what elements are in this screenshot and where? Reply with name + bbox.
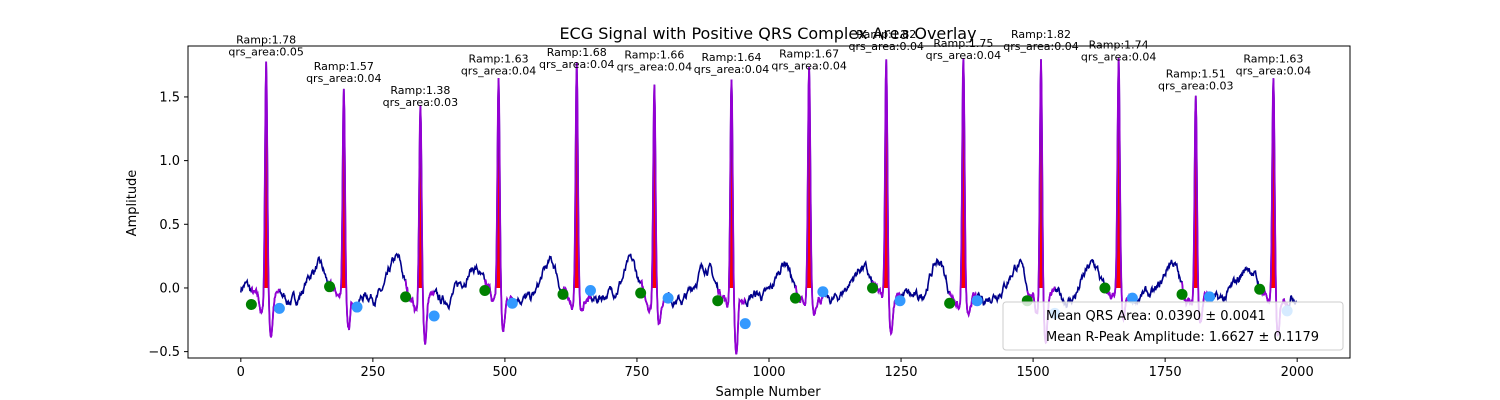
q-point-marker (712, 295, 724, 307)
s-point-marker (428, 310, 440, 322)
r-peak-amplitude-label: Ramp:1.82 (1011, 28, 1071, 41)
qrs-area-label: qrs_area:0.04 (849, 40, 924, 53)
x-tick-label: 750 (625, 365, 650, 380)
qrs-area-label: qrs_area:0.04 (539, 58, 614, 71)
x-axis-ticks: 0 250 500 750 1000 1250 1500 1750 2000 (237, 358, 1314, 380)
x-tick-label: 2000 (1281, 365, 1314, 380)
r-peak-amplitude-label: Ramp:1.63 (469, 52, 529, 65)
s-point-marker (971, 295, 983, 307)
y-tick-label: 1.0 (159, 154, 180, 169)
qrs-area-label: qrs_area:0.05 (228, 45, 303, 58)
r-peak-amplitude-label: Ramp:1.74 (1089, 38, 1149, 51)
qrs-area-label: qrs_area:0.04 (306, 72, 381, 85)
legend-entry-mean-qrs-area: Mean QRS Area: 0.0390 ± 0.0041 (1046, 309, 1266, 324)
x-tick-label: 250 (360, 365, 385, 380)
q-point-marker (944, 297, 956, 309)
x-tick-label: 500 (492, 365, 517, 380)
s-point-marker (817, 286, 829, 298)
q-point-marker (867, 282, 879, 294)
annotation-layer: Ramp:1.78qrs_area:0.05Ramp:1.57qrs_area:… (228, 28, 1311, 109)
q-point-marker (479, 285, 491, 297)
qrs-segment-line (794, 67, 824, 316)
y-tick-label: 0.0 (159, 281, 180, 296)
qrs-segment-line (250, 61, 281, 338)
legend: Mean QRS Area: 0.0390 ± 0.0041 Mean R-Pe… (1002, 301, 1344, 351)
y-tick-label: 1.5 (159, 90, 180, 105)
qrs-area-label: qrs_area:0.04 (461, 64, 536, 77)
s-point-marker (1126, 292, 1138, 304)
r-peak-amplitude-label: Ramp:1.78 (236, 33, 296, 46)
q-point-marker (400, 291, 412, 303)
y-axis-ticks: −0.5 0.0 0.5 1.0 1.5 (148, 90, 188, 360)
r-peak-amplitude-label: Ramp:1.82 (856, 28, 916, 41)
y-axis-label: Amplitude (125, 170, 140, 237)
x-tick-label: 1750 (1149, 365, 1182, 380)
s-point-marker (351, 301, 363, 313)
r-peak-amplitude-label: Ramp:1.67 (779, 47, 839, 60)
plot-area: Ramp:1.78qrs_area:0.05Ramp:1.57qrs_area:… (148, 28, 1351, 380)
r-peak-amplitude-label: Ramp:1.66 (624, 49, 684, 62)
q-point-marker (1254, 283, 1266, 295)
r-peak-amplitude-label: Ramp:1.75 (933, 37, 993, 50)
legend-box (1002, 301, 1344, 351)
q-point-marker (557, 288, 569, 300)
x-tick-label: 1000 (752, 365, 785, 380)
r-peak-amplitude-label: Ramp:1.64 (701, 51, 761, 64)
qrs-segment-line (948, 58, 978, 319)
legend-entry-mean-r-peak-amplitude: Mean R-Peak Amplitude: 1.6627 ± 0.1179 (1046, 330, 1319, 345)
qrs-segment-line (639, 84, 669, 326)
x-axis-label: Sample Number (715, 385, 821, 400)
y-tick-label: 0.5 (159, 218, 180, 233)
qrs-area-label: qrs_area:0.04 (771, 59, 846, 72)
q-point-marker (245, 299, 257, 311)
r-peak-amplitude-label: Ramp:1.63 (1243, 52, 1303, 65)
s-point-marker (739, 318, 751, 330)
s-point-marker (584, 285, 596, 297)
x-tick-label: 0 (237, 365, 245, 380)
x-tick-label: 1500 (1017, 365, 1050, 380)
chart-title: ECG Signal with Positive QRS Complex Are… (559, 24, 976, 43)
r-peak-amplitude-label: Ramp:1.68 (547, 46, 607, 59)
qrs-area-label: qrs_area:0.04 (1003, 40, 1078, 53)
s-point-marker (662, 292, 674, 304)
q-point-marker (1176, 288, 1188, 300)
qrs-area-label: qrs_area:0.04 (1236, 64, 1311, 77)
q-point-marker (1099, 282, 1111, 294)
r-peak-amplitude-label: Ramp:1.51 (1166, 68, 1226, 81)
qrs-area-label: qrs_area:0.04 (694, 63, 769, 76)
r-peak-amplitude-label: Ramp:1.57 (314, 60, 374, 73)
q-point-marker (635, 287, 647, 299)
q-point-marker (324, 281, 336, 293)
qrs-area-label: qrs_area:0.04 (1081, 50, 1156, 63)
s-point-marker (273, 302, 285, 314)
qrs-area-label: qrs_area:0.03 (383, 96, 458, 109)
y-tick-label: −0.5 (148, 345, 180, 360)
x-tick-label: 1250 (884, 365, 917, 380)
qrs-area-label: qrs_area:0.04 (926, 49, 1001, 62)
s-point-marker (1204, 291, 1216, 303)
r-peak-amplitude-label: Ramp:1.38 (390, 84, 450, 97)
q-point-marker (789, 292, 801, 304)
qrs-area-label: qrs_area:0.03 (1158, 80, 1233, 93)
s-point-marker (894, 295, 906, 307)
qrs-area-label: qrs_area:0.04 (617, 61, 692, 74)
s-point-marker (506, 297, 518, 309)
